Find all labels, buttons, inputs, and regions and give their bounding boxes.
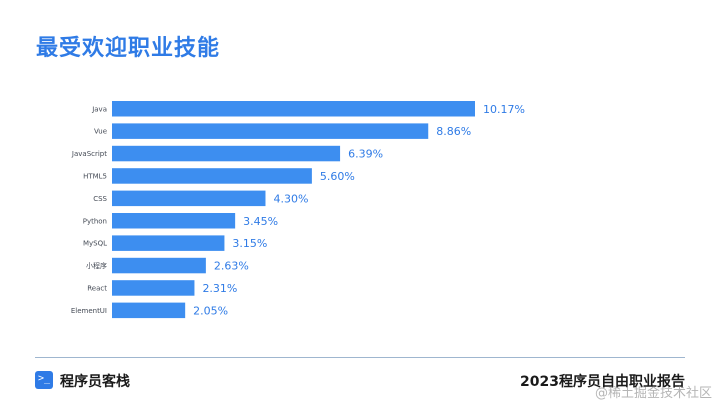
category-label: CSS bbox=[93, 195, 107, 203]
category-label: Java bbox=[91, 105, 107, 113]
category-label: ElementUI bbox=[71, 307, 107, 315]
category-label: React bbox=[87, 284, 107, 292]
category-label: 小程序 bbox=[86, 261, 107, 270]
bar bbox=[112, 235, 225, 251]
value-label: 10.17% bbox=[483, 103, 525, 116]
bar bbox=[112, 145, 341, 162]
footer-divider bbox=[35, 357, 685, 358]
bar bbox=[112, 168, 312, 184]
bar bbox=[112, 280, 195, 296]
value-label: 3.15% bbox=[232, 237, 267, 250]
category-label: HTML5 bbox=[83, 172, 107, 180]
bar bbox=[112, 190, 266, 207]
category-label: Python bbox=[83, 217, 107, 225]
category-label: Vue bbox=[94, 128, 107, 136]
brand-name: 程序员客栈 bbox=[60, 374, 130, 390]
bar bbox=[112, 101, 475, 117]
value-label: 2.31% bbox=[202, 282, 237, 295]
report-name: 2023程序员自由职业报告 bbox=[520, 374, 685, 390]
value-label: 8.86% bbox=[436, 125, 471, 138]
bar bbox=[112, 257, 206, 274]
chart-title: 最受欢迎职业技能 bbox=[36, 36, 221, 61]
watermark: @稀土掘金技术社区 bbox=[594, 386, 712, 401]
bar bbox=[112, 123, 429, 139]
value-label: 2.63% bbox=[214, 260, 249, 273]
terminal-icon: >_ bbox=[35, 371, 53, 389]
value-label: 3.45% bbox=[243, 215, 278, 228]
category-label: MySQL bbox=[83, 240, 107, 248]
value-label: 2.05% bbox=[193, 304, 228, 317]
bar bbox=[112, 213, 236, 229]
value-label: 5.60% bbox=[320, 170, 355, 183]
value-label: 6.39% bbox=[348, 148, 383, 161]
value-label: 4.30% bbox=[273, 192, 308, 205]
category-label: JavaScript bbox=[71, 150, 107, 158]
bar bbox=[112, 302, 186, 319]
